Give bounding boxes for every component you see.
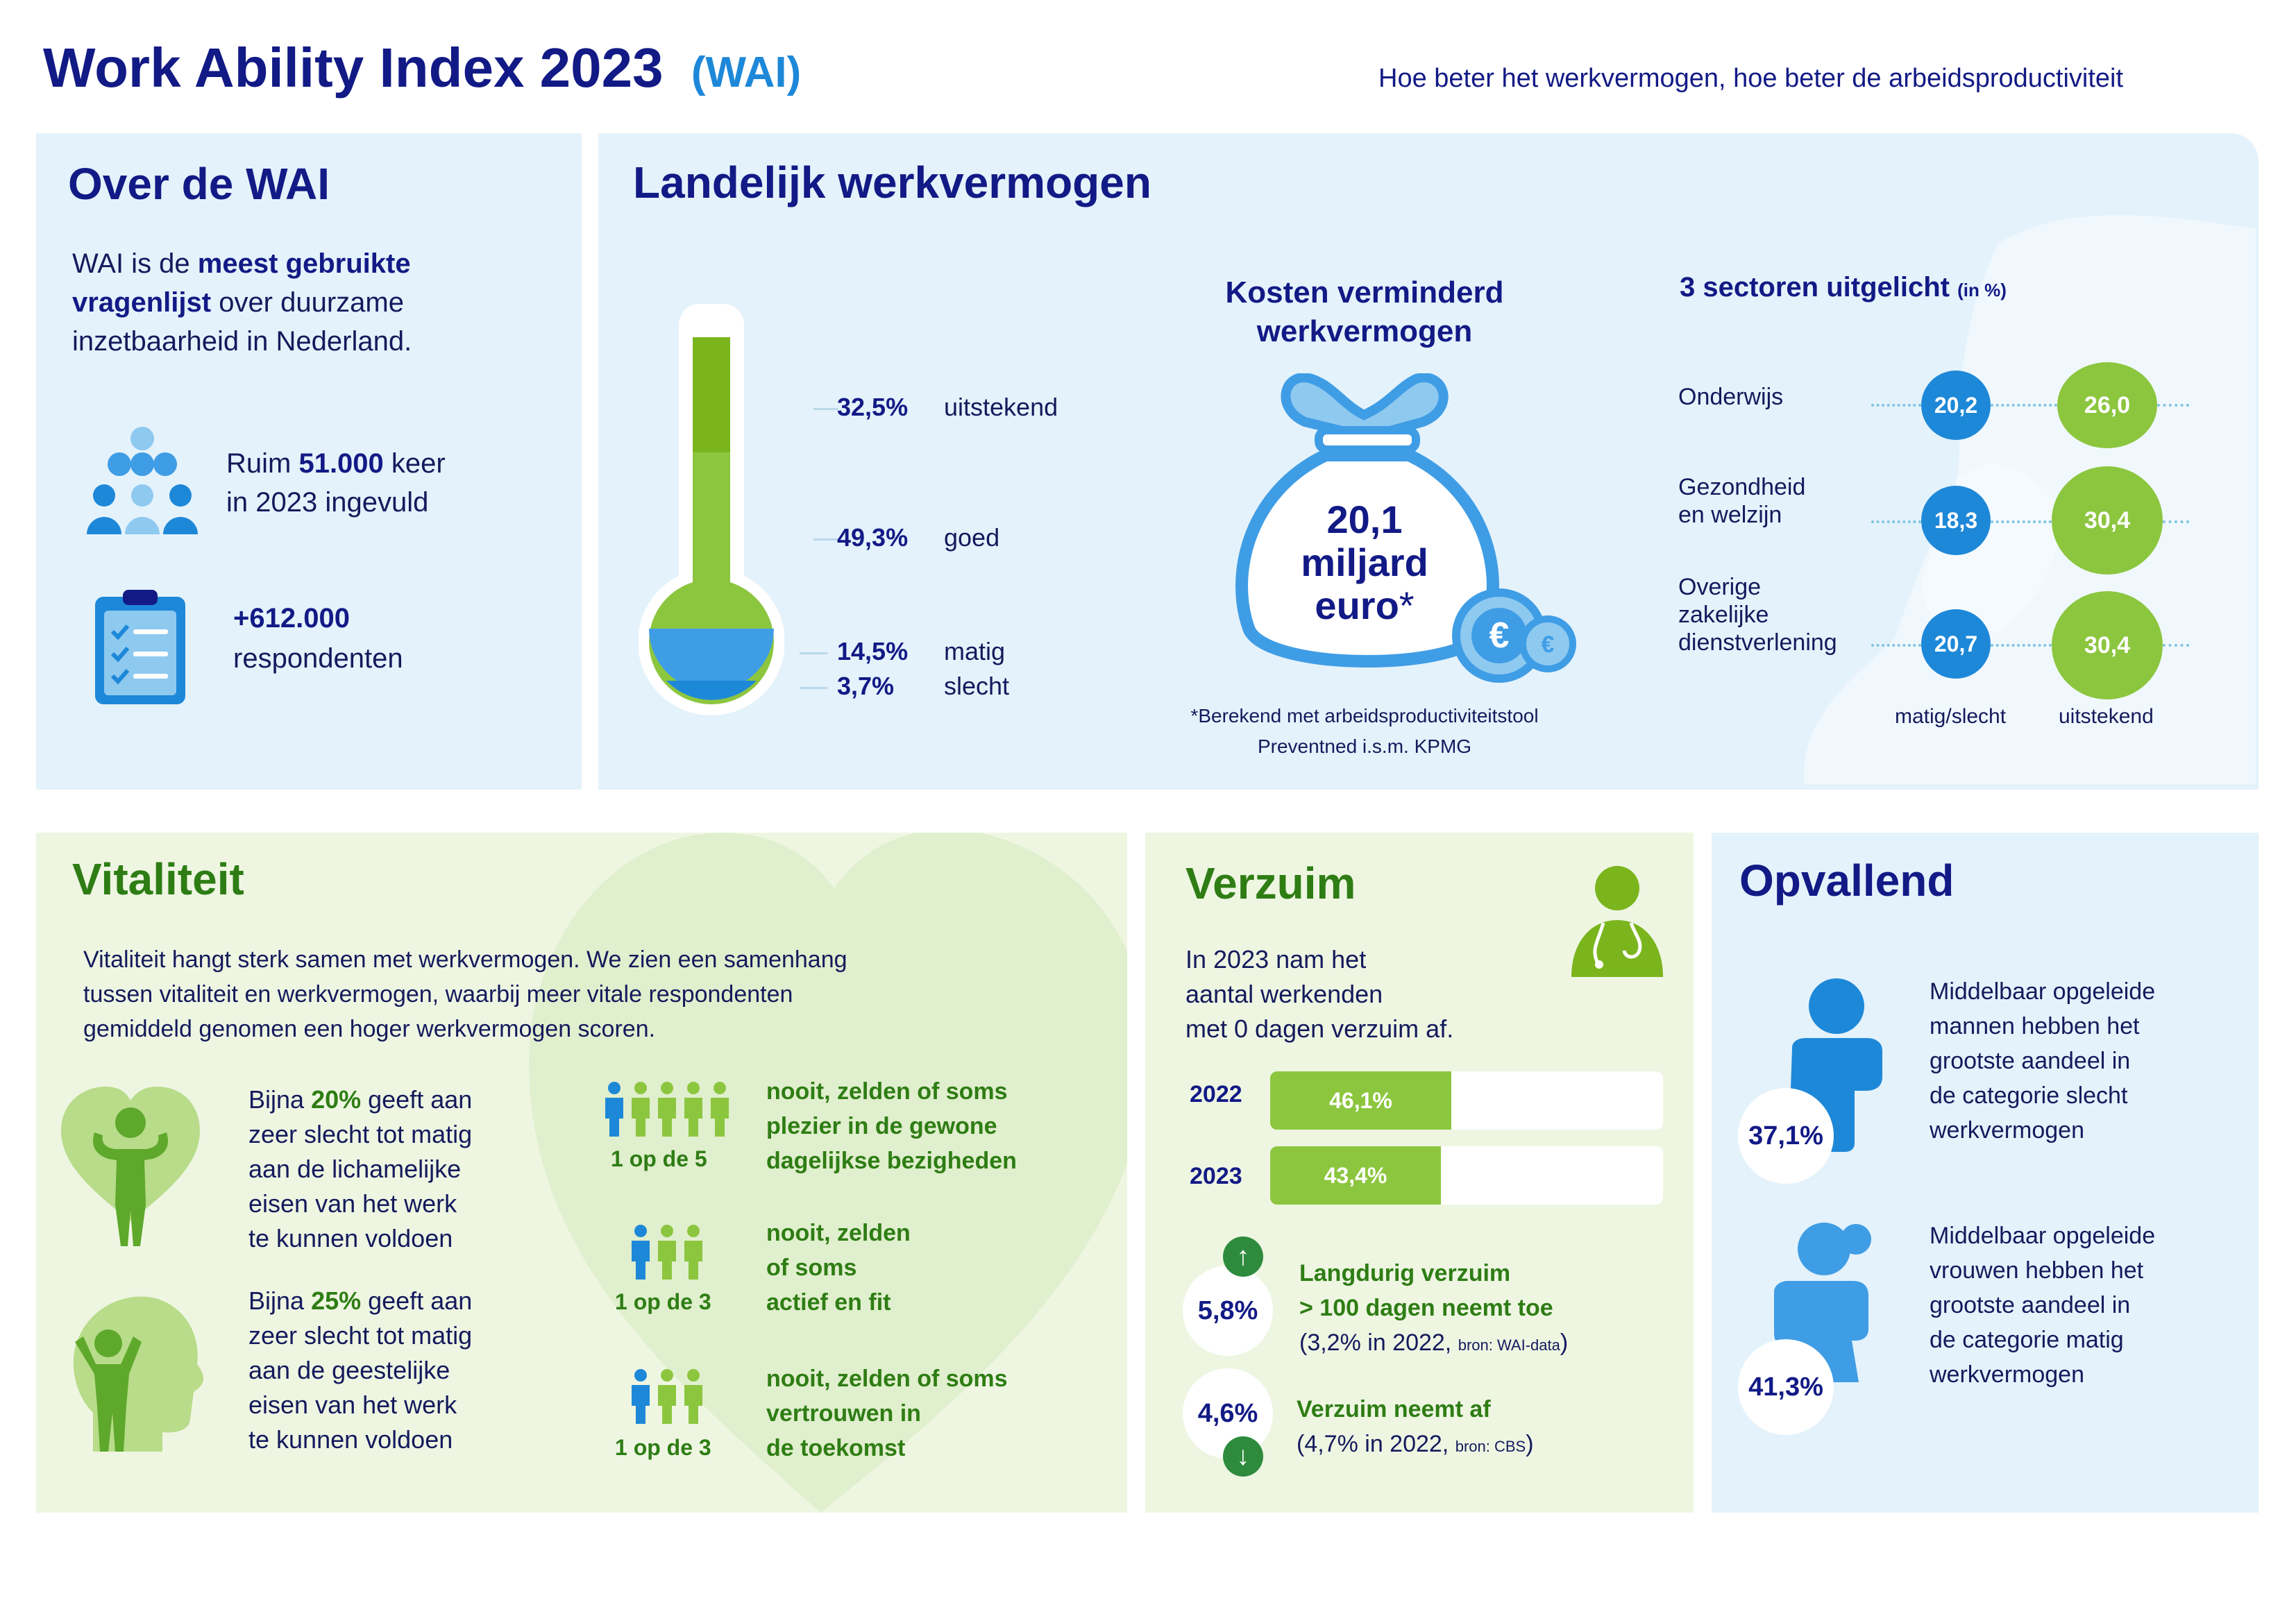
verzuim-intro: In 2023 nam het aantal werkenden met 0 d… xyxy=(1185,945,1454,1043)
arrow-up-icon: ↑ xyxy=(1223,1237,1263,1277)
sector-overige-uitstekend: 30,4 xyxy=(2052,591,2163,699)
opvallend-women-pct: 41,3% xyxy=(1738,1339,1834,1435)
doctor-icon xyxy=(1571,866,1663,977)
sector-legend-matig: matig/slecht xyxy=(1895,705,2007,728)
vitaliteit-panel xyxy=(36,833,1127,1513)
over-stat-2: +612.000 respondenten xyxy=(233,603,403,674)
verzuim-stat-1-text: Langdurig verzuim > 100 dagen neemt toe … xyxy=(1299,1260,1569,1356)
mind-head-icon xyxy=(73,1296,204,1452)
people-ratio-1-in-3-icon xyxy=(632,1225,702,1280)
title-tag: (WAI) xyxy=(691,49,802,96)
verzuim-stat-1-value: 5,8% xyxy=(1183,1266,1273,1356)
therm-pct-goed: 49,3% xyxy=(837,523,909,552)
therm-label-matig: matig xyxy=(944,637,1006,665)
sector-connector xyxy=(2157,404,2189,407)
ratio-2-text: nooit, zelden of soms actief en fit xyxy=(766,1220,911,1316)
sector-gezondheid-uitstekend: 30,4 xyxy=(2052,466,2163,575)
verzuim-heading: Verzuim xyxy=(1185,858,1356,908)
opvallend-men-text: Middelbaar opgeleide mannen hebben het g… xyxy=(1930,978,2156,1144)
vitaliteit-intro: Vitaliteit hangt sterk samen met werkver… xyxy=(83,946,847,1042)
kosten-footnote: *Berekend met arbeidsproductiviteitstool… xyxy=(1190,705,1539,757)
people-group-icon xyxy=(87,427,198,534)
svg-text:€: € xyxy=(1489,615,1510,656)
therm-label-goed: goed xyxy=(944,523,1000,552)
ratio-2-label: 1 op de 3 xyxy=(615,1289,711,1314)
therm-pct-matig: 14,5% xyxy=(837,637,909,665)
sector-connector xyxy=(1871,520,1921,523)
sector-connector xyxy=(1991,644,2052,647)
bag-amount: 20,1 miljard euro* xyxy=(1301,498,1428,627)
over-heading: Over de WAI xyxy=(68,159,330,209)
therm-tick-1 xyxy=(813,408,838,410)
landelijk-heading: Landelijk werkvermogen xyxy=(633,158,1151,207)
clipboard-checklist-icon xyxy=(95,590,185,704)
sector-overige-matig: 20,7 xyxy=(1921,609,1991,679)
ratio-1-text: nooit, zelden of soms plezier in de gewo… xyxy=(766,1078,1017,1174)
therm-pct-uitstekend: 32,5% xyxy=(837,393,909,421)
sector-legend-uitstekend: uitstekend xyxy=(2059,705,2154,728)
verzuim-stat-2-text: Verzuim neemt af (4,7% in 2022, bron: CB… xyxy=(1297,1396,1534,1457)
heart-background-decoration xyxy=(529,833,1127,1513)
over-intro: WAI is de meest gebruikte vragenlijst ov… xyxy=(72,248,412,357)
opvallend-heading: Opvallend xyxy=(1739,856,1955,906)
verzuim-bar-2023: 43,4% xyxy=(1270,1146,1441,1205)
opvallend-men-pct: 37,1% xyxy=(1738,1088,1834,1184)
sector-connector xyxy=(2163,644,2189,647)
sectors-title: 3 sectoren uitgelicht (in %) xyxy=(1680,272,2007,303)
vitaliteit-item-1: Bijna 20% geeft aan zeer slecht tot mati… xyxy=(248,1085,473,1252)
arrow-down-icon: ↓ xyxy=(1223,1436,1263,1477)
ratio-3-label: 1 op de 3 xyxy=(615,1435,711,1460)
people-ratio-1-in-3-icon xyxy=(632,1369,702,1424)
sector-onderwijs-label: Onderwijs xyxy=(1678,384,1784,410)
therm-label-uitstekend: uitstekend xyxy=(944,393,1058,421)
sector-connector xyxy=(2163,520,2189,523)
therm-label-slecht: slecht xyxy=(944,672,1010,700)
therm-pct-slecht: 3,7% xyxy=(837,672,895,700)
page-title: Work Ability Index 2023 (WAI) xyxy=(43,36,801,100)
kosten-title: Kosten verminderd werkvermogen xyxy=(1225,275,1504,348)
verzuim-bar-year-2022: 2022 xyxy=(1190,1081,1242,1107)
therm-tick-2 xyxy=(813,538,838,541)
therm-tick-3 xyxy=(800,652,827,654)
vitaliteit-item-2: Bijna 25% geeft aan zeer slecht tot mati… xyxy=(248,1286,473,1454)
ratio-3-text: nooit, zelden of soms vertrouwen in de t… xyxy=(766,1366,1008,1461)
opvallend-women-text: Middelbaar opgeleide vrouwen hebben het … xyxy=(1930,1223,2156,1388)
thermometer-chart xyxy=(639,304,784,715)
sector-connector xyxy=(1991,404,2057,407)
people-ratio-1-in-5-icon xyxy=(605,1082,729,1137)
therm-tick-4 xyxy=(800,687,827,689)
verzuim-bar-2022: 46,1% xyxy=(1270,1071,1451,1130)
strength-heart-icon xyxy=(61,1087,200,1246)
sector-onderwijs-uitstekend: 26,0 xyxy=(2057,362,2157,448)
over-stat-1: Ruim 51.000 keer in 2023 ingevuld xyxy=(226,448,446,518)
svg-text:€: € xyxy=(1542,631,1555,658)
sector-connector xyxy=(1871,404,1921,407)
sector-gezondheid-label: Gezondheid en welzijn xyxy=(1678,474,1806,528)
sector-connector xyxy=(1871,644,1921,647)
sector-gezondheid-matig: 18,3 xyxy=(1921,486,1991,555)
sector-onderwijs-matig: 20,2 xyxy=(1921,371,1991,440)
title-text: Work Ability Index 2023 xyxy=(43,37,664,99)
ratio-1-label: 1 op de 5 xyxy=(611,1146,707,1171)
sector-overige-label: Overige zakelijke dienstverlening xyxy=(1678,574,1837,656)
sector-connector xyxy=(1991,520,2052,523)
verzuim-bar-year-2023: 2023 xyxy=(1190,1163,1242,1189)
money-bag-icon: € € xyxy=(1235,373,1576,683)
vitaliteit-heading: Vitaliteit xyxy=(72,854,244,904)
page-tagline: Hoe beter het werkvermogen, hoe beter de… xyxy=(1378,64,2124,93)
